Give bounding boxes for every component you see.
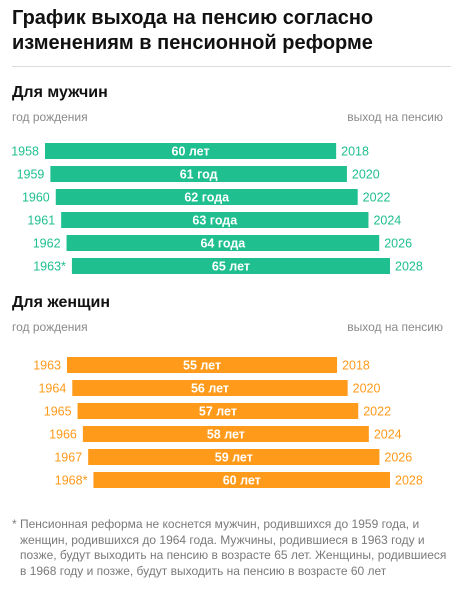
men-bar: [71, 258, 390, 274]
footnote: * Пенсионная реформа не коснется мужчин,…: [12, 517, 452, 579]
women-birth-year-label: 1965: [44, 405, 72, 419]
men-retirement-year-label: 2026: [384, 237, 412, 251]
women-section-title: Для женщин: [12, 294, 111, 311]
women-age-label: 60 лет: [223, 474, 261, 488]
men-age-label: 60 лет: [172, 145, 210, 159]
women-bar: [72, 380, 348, 396]
women-bar: [88, 449, 380, 465]
men-age-label: 63 года: [192, 214, 238, 228]
men-retirement-chart: 1958 60 лет 2018 1959 61 год 2020 1960 62 года 2…: [11, 143, 423, 274]
women-age-label: 57 лет: [199, 405, 237, 419]
men-age-label: 62 года: [184, 191, 230, 205]
women-retirement-year-label: 2022: [363, 405, 391, 419]
women-axis-retirement-label: выход на пенсию: [347, 320, 443, 334]
men-bar: [45, 143, 337, 159]
women-bar: [82, 426, 369, 442]
women-bar: [67, 357, 338, 373]
men-birth-year-label: 1959: [17, 168, 45, 182]
men-section: Для мужчин год рождения выход на пенсию …: [0, 84, 463, 284]
women-section: Для женщин год рождения выход на пенсию …: [0, 294, 463, 504]
women-birth-year-label: 1966: [49, 428, 77, 442]
men-retirement-year-label: 2018: [341, 145, 369, 159]
men-bar: [50, 166, 347, 182]
women-bar: [93, 472, 390, 488]
men-age-label: 65 лет: [212, 260, 250, 274]
men-age-label: 61 год: [180, 168, 218, 182]
women-axis-birth-year-label: год рождения: [12, 320, 88, 334]
women-age-label: 58 лет: [207, 428, 245, 442]
women-birth-year-label: 1968*: [55, 474, 88, 488]
men-section-title: Для мужчин: [12, 84, 108, 101]
footnote-mark: *: [12, 517, 17, 531]
men-birth-year-label: 1962: [33, 237, 61, 251]
women-age-label: 56 лет: [191, 382, 229, 396]
men-birth-year-label: 1961: [27, 214, 55, 228]
women-retirement-year-label: 2020: [353, 382, 381, 396]
men-birth-year-label: 1960: [22, 191, 50, 205]
men-age-label: 64 года: [200, 237, 246, 251]
women-birth-year-label: 1967: [54, 451, 82, 465]
men-retirement-year-label: 2020: [352, 168, 380, 182]
women-retirement-year-label: 2018: [342, 359, 370, 373]
men-birth-year-label: 1963*: [33, 260, 66, 274]
women-age-label: 59 лет: [215, 451, 253, 465]
chart-title: График выхода на пенсию согласно изменен…: [12, 7, 374, 54]
title-divider: [12, 66, 451, 67]
women-retirement-year-label: 2024: [374, 428, 402, 442]
women-retirement-chart: 1963 55 лет 2018 1964 56 лет 2020 1965 57 лет 20…: [33, 357, 423, 488]
men-bar: [61, 212, 369, 228]
men-retirement-year-label: 2028: [395, 260, 423, 274]
women-bar: [77, 403, 359, 419]
women-retirement-year-label: 2028: [395, 474, 423, 488]
men-retirement-year-label: 2022: [363, 191, 391, 205]
men-retirement-year-label: 2024: [373, 214, 401, 228]
women-birth-year-label: 1964: [38, 382, 66, 396]
men-birth-year-label: 1958: [11, 145, 39, 159]
men-bar: [66, 235, 380, 251]
men-axis-birth-year-label: год рождения: [12, 110, 88, 124]
men-axis-retirement-label: выход на пенсию: [347, 110, 443, 124]
men-bar: [55, 189, 358, 205]
women-age-label: 55 лет: [183, 359, 221, 373]
footnote-text: Пенсионная реформа не коснется мужчин, р…: [20, 517, 447, 578]
women-retirement-year-label: 2026: [384, 451, 412, 465]
women-birth-year-label: 1963: [33, 359, 61, 373]
